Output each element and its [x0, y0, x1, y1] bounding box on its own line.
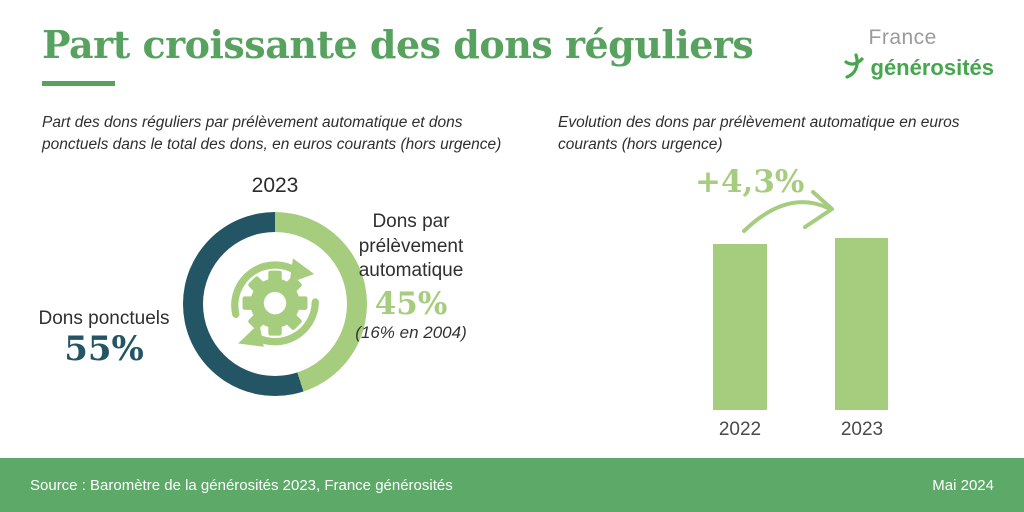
- segment-label-prelevement-automatique: Dons par prélèvement automatique 45% (16…: [338, 210, 484, 343]
- bar-label-2023: 2023: [840, 419, 884, 440]
- date-text: Mai 2024: [932, 476, 994, 494]
- donut-ring: [183, 212, 367, 396]
- growth-arrow-icon: [738, 186, 844, 247]
- bar-2022: [713, 244, 767, 410]
- right-chart-subtitle: Evolution des dons par prélèvement autom…: [558, 114, 960, 153]
- segment-label-dons-ponctuels: Dons ponctuels 55%: [28, 308, 180, 368]
- segment-value: 55%: [64, 328, 144, 369]
- bar-2023: [835, 238, 888, 410]
- segment-value: 45%: [374, 286, 448, 323]
- segment-note: (16% en 2004): [355, 323, 467, 343]
- title-underline: [42, 81, 115, 86]
- donut-year-label: 2023: [251, 174, 299, 197]
- gear-sync-icon: [219, 246, 331, 363]
- segment-name: Dons par prélèvement automatique: [358, 211, 464, 282]
- source-text: Source : Baromètre de la générosités 202…: [30, 476, 453, 494]
- page-title: Part croissante des dons réguliers: [42, 22, 754, 67]
- bar-label-2022: 2022: [718, 419, 762, 440]
- logo-text-generosites: générosités: [870, 54, 995, 80]
- footer-bar: Source : Baromètre de la générosités 202…: [0, 458, 1024, 512]
- segment-name: Dons ponctuels: [38, 308, 170, 329]
- logo-text-france: France: [868, 26, 937, 49]
- growth-label: +4,3%: [695, 164, 805, 200]
- figure-swoosh-icon: [843, 50, 869, 85]
- france-generosites-logo: France générosités: [843, 26, 995, 85]
- left-chart-subtitle: Part des dons réguliers par prélèvement …: [42, 114, 502, 153]
